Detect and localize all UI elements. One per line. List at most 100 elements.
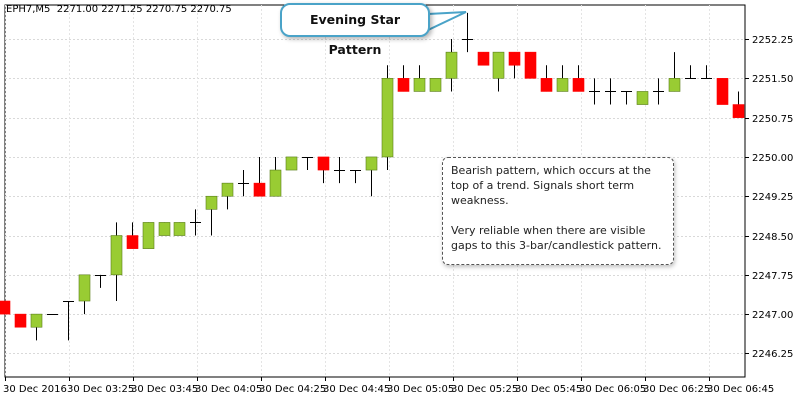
candle: [317, 156, 330, 184]
candle: [701, 65, 712, 79]
candle-body-bear: [716, 78, 729, 105]
x-tick-label: 30 Dec 04:05: [195, 384, 262, 395]
candle: [14, 313, 27, 328]
candle-body-bull: [205, 195, 218, 210]
candle-body-bear: [572, 78, 585, 92]
candle-body-bear: [508, 51, 521, 66]
candles-layer: [0, 12, 745, 341]
y-tick-label: 2250.75: [752, 114, 793, 125]
candle: [508, 51, 521, 79]
candle: [413, 65, 426, 92]
x-tick-label: 30 Dec 05:25: [451, 384, 518, 395]
candle: [524, 51, 537, 79]
candle-body-bull: [413, 78, 426, 92]
x-tick-label: 30 Dec 06:25: [643, 384, 710, 395]
y-tick-label: 2252.25: [752, 35, 793, 46]
y-tick-label: 2250.00: [752, 153, 793, 164]
candle: [63, 301, 74, 341]
candle: [0, 300, 11, 315]
candle: [350, 170, 361, 184]
y-tick-label: 2247.00: [752, 310, 793, 321]
annotation-line-1: Bearish pattern, which occurs at the top…: [451, 164, 651, 207]
candle-body-bear: [126, 235, 139, 249]
annotation-line-2: Very reliable when there are visible gap…: [451, 224, 662, 252]
pattern-callout: Evening Star Pattern: [280, 3, 430, 57]
candle: [589, 78, 600, 105]
annotation-box: Bearish pattern, which occurs at the top…: [442, 157, 674, 265]
candle-body-bull: [445, 51, 458, 79]
x-tick-label: 30 Dec 06:05: [579, 384, 646, 395]
candle-body-bull: [269, 169, 282, 197]
candle-body-bull: [668, 78, 681, 92]
candle-body-bull: [78, 274, 91, 302]
x-tick-label: 30 Dec 06:45: [707, 384, 774, 395]
ohlc-values: 2271.00 2271.25 2270.75 2270.75: [56, 4, 232, 15]
candle: [492, 51, 505, 92]
y-axis: 2246.25 2247.00 2247.75 2248.50 2249.25 2250.…: [745, 35, 793, 360]
candle-body-bull: [492, 51, 505, 79]
y-tick-label: 2249.25: [752, 192, 793, 203]
candle: [605, 78, 616, 105]
candle: [126, 222, 139, 249]
y-tick-label: 2246.25: [752, 349, 793, 360]
candle: [716, 78, 729, 105]
candle-body-bear: [0, 300, 11, 315]
x-tick-label: 30 Dec 05:45: [515, 384, 582, 395]
candle: [302, 156, 313, 171]
candle: [685, 65, 696, 79]
callout-title: Evening Star Pattern: [309, 12, 401, 57]
candle-body-bull: [30, 313, 43, 328]
candle-body-bull: [636, 91, 649, 105]
candle: [477, 51, 490, 66]
candle-body-bear: [14, 313, 27, 328]
y-tick-label: 2251.50: [752, 74, 793, 85]
symbol-name: EPH7,M5: [6, 4, 51, 15]
candle-body-bear: [317, 156, 330, 171]
candle: [110, 222, 123, 302]
candle-body-bear: [732, 104, 745, 118]
candle: [142, 222, 155, 249]
candle: [30, 313, 43, 341]
candle: [540, 65, 553, 92]
candle-body-bull: [381, 78, 394, 158]
candle: [334, 156, 345, 184]
candle-body-bull: [142, 222, 155, 249]
candle-body-bull: [158, 222, 171, 236]
candle-body-bear: [253, 182, 266, 197]
symbol-ohlc-label: EPH7,M5 2271.00 2271.25 2270.75 2270.75: [6, 4, 232, 15]
candle: [462, 12, 473, 53]
candle: [365, 156, 378, 197]
x-tick-label: 30 Dec 04:45: [323, 384, 390, 395]
candle: [95, 274, 106, 288]
candle: [205, 195, 218, 236]
candle: [269, 156, 282, 197]
candle: [238, 170, 249, 197]
candle: [429, 78, 442, 92]
candle: [158, 222, 171, 236]
y-tick-label: 2248.50: [752, 232, 793, 243]
candle: [668, 52, 681, 92]
candle-body-bull: [173, 222, 186, 236]
candle: [173, 222, 186, 236]
candle: [397, 65, 410, 92]
candle: [78, 274, 91, 315]
candle-body-bull: [285, 156, 298, 171]
candle: [445, 39, 458, 92]
x-tick-label: 30 Dec 05:05: [387, 384, 454, 395]
candle: [221, 182, 234, 210]
candle: [285, 156, 298, 171]
candle-body-bull: [110, 235, 123, 276]
candle: [621, 91, 632, 105]
x-tick-label: 30 Dec 04:25: [259, 384, 326, 395]
candle-body-bear: [540, 78, 553, 92]
candle-body-bear: [397, 78, 410, 92]
candle: [636, 91, 649, 105]
candle: [653, 78, 664, 105]
candle-body-bull: [429, 78, 442, 92]
x-tick-label: 30 Dec 03:25: [67, 384, 134, 395]
candle: [381, 65, 394, 171]
x-tick-label: 30 Dec 03:45: [131, 384, 198, 395]
